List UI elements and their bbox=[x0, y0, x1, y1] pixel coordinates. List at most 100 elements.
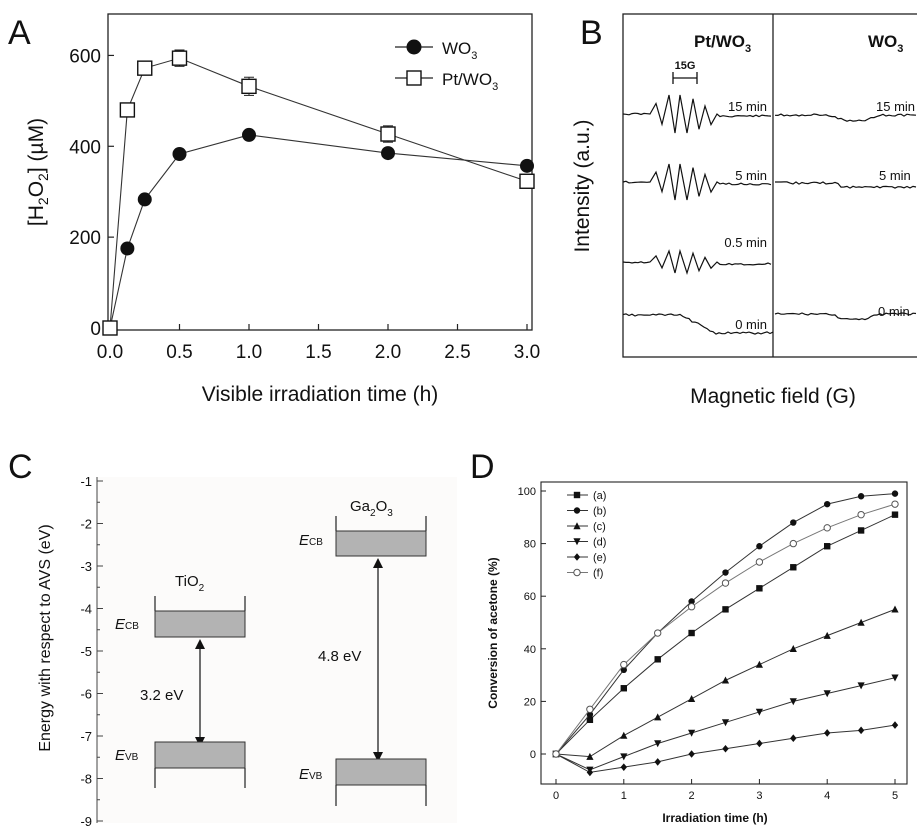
a-xtick-label: 0.0 bbox=[97, 342, 123, 363]
c-ytick-label: -5 bbox=[80, 644, 92, 659]
d-point bbox=[790, 519, 797, 526]
d-point bbox=[722, 744, 729, 753]
d-point bbox=[688, 750, 695, 758]
a-point-wo3 bbox=[172, 147, 187, 162]
d-point bbox=[789, 539, 797, 548]
trace-wo3-5min bbox=[775, 181, 917, 189]
d-point bbox=[654, 713, 662, 721]
ga2o3-valence-band bbox=[335, 758, 427, 786]
d-point bbox=[823, 631, 831, 639]
d-point bbox=[721, 676, 730, 684]
legend-label-ptwo3: Pt/WO3 bbox=[442, 70, 498, 93]
d-point bbox=[721, 579, 730, 587]
panel-c-ylabel: Energy with respect to AVS (eV) bbox=[37, 524, 54, 751]
d-point bbox=[586, 752, 594, 760]
d-legend-label: (e) bbox=[593, 552, 606, 564]
d-point bbox=[891, 500, 899, 508]
d-point bbox=[857, 510, 865, 519]
d-point bbox=[654, 629, 662, 637]
a-series-line-0 bbox=[109, 134, 528, 329]
ga2o3-arrow-up-icon bbox=[373, 558, 383, 568]
d-point bbox=[721, 719, 730, 727]
panel-b-letter: B bbox=[580, 14, 603, 52]
d-ytick-label: 100 bbox=[518, 486, 536, 498]
trace-wo3-0min bbox=[774, 312, 917, 321]
legend-marker-wo3 bbox=[406, 39, 422, 55]
panel-a-ylabel: [H2O2] (µM) bbox=[25, 118, 51, 226]
ga2o3-label: Ga2O3 bbox=[350, 498, 393, 519]
d-xtick-label: 4 bbox=[824, 790, 830, 802]
a-point-wo3 bbox=[120, 241, 135, 256]
d-legend-marker bbox=[573, 553, 581, 561]
d-point bbox=[586, 705, 594, 713]
d-series-line-1 bbox=[555, 493, 896, 755]
d-point bbox=[688, 694, 696, 702]
a-point-wo3 bbox=[381, 146, 395, 161]
trace-pt-05min bbox=[622, 248, 772, 276]
trace-label-pt-5min: 5 min bbox=[735, 168, 767, 183]
ga2o3-arrow-down-icon bbox=[373, 752, 383, 762]
a-ytick-label: 600 bbox=[69, 46, 101, 67]
panel-d-letter: D bbox=[470, 448, 495, 486]
d-legend-marker bbox=[573, 568, 581, 577]
d-point bbox=[891, 511, 899, 518]
a-point-wo3 bbox=[137, 192, 152, 207]
a-series-line-1 bbox=[109, 57, 528, 329]
a-xtick-label: 1.5 bbox=[305, 342, 331, 363]
panel-a: A 0.0 0.5 1.0 1.5 2.0 2.5 3.0 0 200 400 600 [H2O2]… bbox=[8, 13, 540, 406]
c-ytick-label: -9 bbox=[80, 814, 92, 829]
trace-label-wo3-0min: 0 min bbox=[878, 304, 910, 319]
d-legend-marker bbox=[573, 538, 581, 546]
d-point bbox=[722, 569, 729, 576]
d-xtick-label: 2 bbox=[689, 790, 695, 802]
d-point bbox=[823, 690, 831, 698]
d-point bbox=[620, 666, 627, 674]
panel-b-frame bbox=[622, 13, 917, 358]
panel-d-frame bbox=[540, 481, 908, 785]
a-xtick-label: 2.5 bbox=[444, 342, 470, 363]
d-point bbox=[722, 606, 729, 613]
trace-pt-5min bbox=[622, 163, 772, 201]
d-legend-label: (c) bbox=[593, 521, 606, 533]
d-point bbox=[756, 585, 763, 592]
d-point bbox=[755, 558, 764, 566]
d-point bbox=[790, 564, 797, 571]
d-point bbox=[620, 660, 628, 669]
d-point bbox=[824, 543, 831, 550]
c-ytick-label: -4 bbox=[80, 602, 92, 617]
a-ytick-label: 400 bbox=[69, 137, 101, 158]
d-legend-label: (b) bbox=[593, 506, 606, 518]
panel-d-xlabel: Irradiation time (h) bbox=[662, 811, 767, 825]
trace-label-wo3-5min: 5 min bbox=[879, 168, 911, 183]
tio2-valence-band bbox=[154, 741, 246, 769]
a-ytick-label: 0 bbox=[90, 319, 101, 340]
d-point bbox=[857, 527, 865, 534]
d-xtick-label: 5 bbox=[892, 790, 898, 802]
d-legend-label: (a) bbox=[593, 490, 606, 502]
d-point bbox=[688, 598, 695, 605]
scale-bar-15g: 15G bbox=[672, 60, 698, 84]
tio2-evb-label: EVB bbox=[115, 747, 139, 764]
panel-b-ylabel: Intensity (a.u.) bbox=[571, 119, 594, 252]
ga2o3-gap-label: 4.8 eV bbox=[318, 648, 361, 665]
d-point bbox=[756, 543, 763, 550]
trace-pt-15min bbox=[622, 94, 772, 134]
a-xtick-label: 3.0 bbox=[514, 342, 540, 363]
tio2-ecb-label: ECB bbox=[115, 616, 139, 633]
d-point bbox=[654, 740, 662, 748]
d-ytick-label: 0 bbox=[530, 749, 536, 761]
a-point-ptwo3 bbox=[119, 102, 136, 118]
a-point-ptwo3 bbox=[519, 173, 535, 189]
a-point-ptwo3 bbox=[171, 50, 188, 66]
a-xtick-label: 0.5 bbox=[166, 342, 192, 363]
d-point bbox=[789, 645, 797, 652]
ga2o3-diagram: Ga2O3 ECB 4.8 eV EVB bbox=[299, 498, 427, 806]
d-point bbox=[823, 524, 831, 532]
panel-c: C -1 -2 -3 -4 -5 -6 -7 -8 -9 Energy with respect… bbox=[8, 448, 457, 829]
ga2o3-evb-label: EVB bbox=[299, 766, 323, 783]
tio2-diagram: TiO2 ECB 3.2 eV EVB bbox=[115, 573, 246, 788]
trace-label-wo3-15min: 15 min bbox=[876, 99, 915, 114]
d-point bbox=[891, 605, 899, 613]
tio2-gap-label: 3.2 eV bbox=[140, 687, 183, 704]
